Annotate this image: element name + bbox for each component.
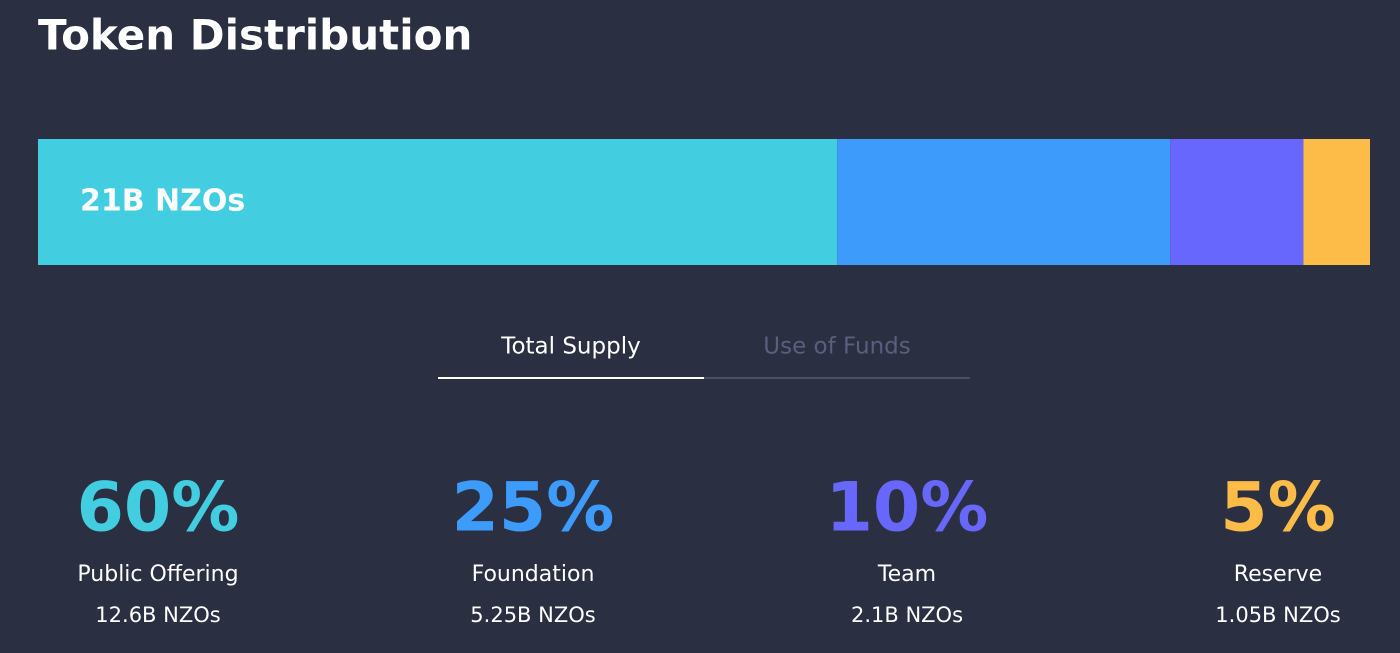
- stat-amount: 1.05B NZOs: [1215, 603, 1340, 627]
- stat-amount: 12.6B NZOs: [95, 603, 220, 627]
- bar-segment: [38, 139, 838, 265]
- stat-name: Foundation: [472, 562, 595, 587]
- bar-segment: [1170, 139, 1304, 265]
- stat-amount: 2.1B NZOs: [851, 603, 963, 627]
- tab[interactable]: Total Supply: [500, 334, 640, 360]
- tab[interactable]: Use of Funds: [763, 334, 910, 360]
- stat-percent: 60%: [77, 469, 240, 548]
- stat-name: Public Offering: [77, 562, 238, 587]
- stat-name: Team: [877, 562, 936, 587]
- stat-name: Reserve: [1234, 562, 1322, 587]
- bar-label: 21B NZOs: [80, 184, 245, 219]
- stat-percent: 5%: [1220, 469, 1335, 548]
- bar-segment: [1303, 139, 1370, 265]
- stat-percent: 25%: [452, 469, 615, 548]
- stat-percent: 10%: [826, 469, 989, 548]
- title: Token Distribution: [38, 11, 472, 60]
- stat-amount: 5.25B NZOs: [470, 603, 595, 627]
- bar-segment: [837, 139, 1171, 265]
